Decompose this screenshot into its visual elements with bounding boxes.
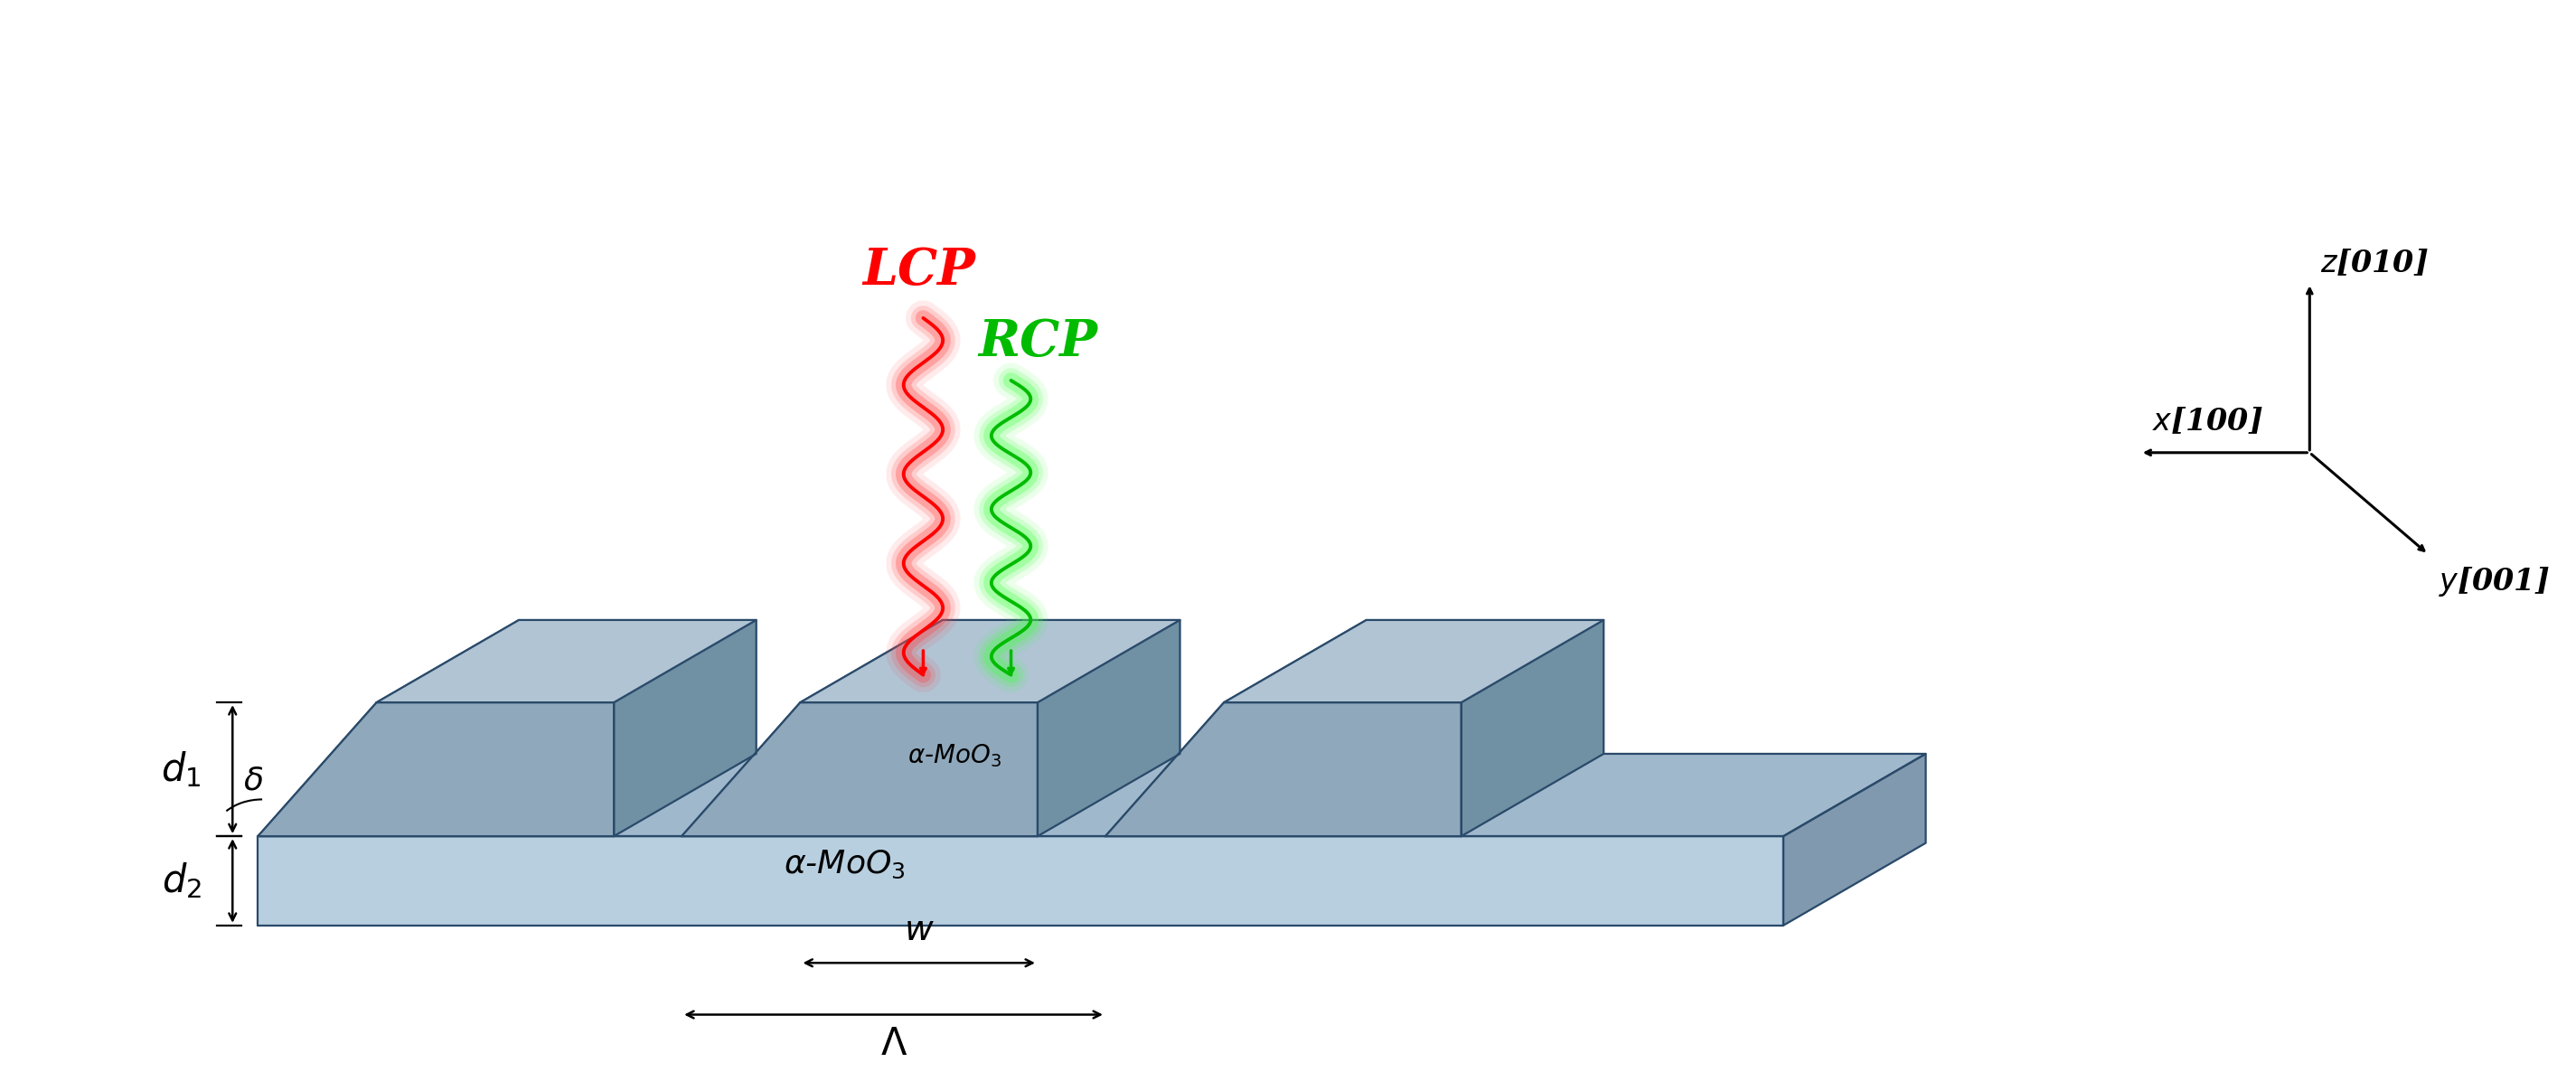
Polygon shape bbox=[1105, 620, 1365, 836]
Polygon shape bbox=[801, 620, 1180, 702]
Polygon shape bbox=[1224, 620, 1605, 702]
Text: $\Lambda$: $\Lambda$ bbox=[881, 1025, 907, 1063]
Polygon shape bbox=[1105, 702, 1461, 836]
Text: $d_2$: $d_2$ bbox=[162, 861, 201, 900]
Polygon shape bbox=[258, 702, 613, 836]
Text: $y$[001]: $y$[001] bbox=[2439, 565, 2550, 598]
Text: RCP: RCP bbox=[979, 317, 1097, 367]
Polygon shape bbox=[1783, 754, 1927, 925]
Polygon shape bbox=[258, 620, 518, 836]
Polygon shape bbox=[683, 702, 1038, 836]
Polygon shape bbox=[258, 836, 1783, 925]
Polygon shape bbox=[613, 620, 757, 836]
Text: $d_1$: $d_1$ bbox=[162, 749, 201, 789]
Text: $\delta$: $\delta$ bbox=[242, 765, 263, 796]
Text: $\alpha$-MoO$_3$: $\alpha$-MoO$_3$ bbox=[907, 742, 1002, 769]
Polygon shape bbox=[258, 754, 1927, 836]
Polygon shape bbox=[1038, 620, 1180, 836]
Text: $z$[010]: $z$[010] bbox=[2321, 249, 2429, 279]
Polygon shape bbox=[376, 620, 757, 702]
Text: $\alpha$-MoO$_3$: $\alpha$-MoO$_3$ bbox=[783, 849, 904, 880]
Polygon shape bbox=[683, 620, 943, 836]
Text: $x$[100]: $x$[100] bbox=[2154, 406, 2264, 436]
Text: LCP: LCP bbox=[863, 247, 976, 296]
Polygon shape bbox=[1461, 620, 1605, 836]
Text: $w$: $w$ bbox=[904, 912, 935, 947]
